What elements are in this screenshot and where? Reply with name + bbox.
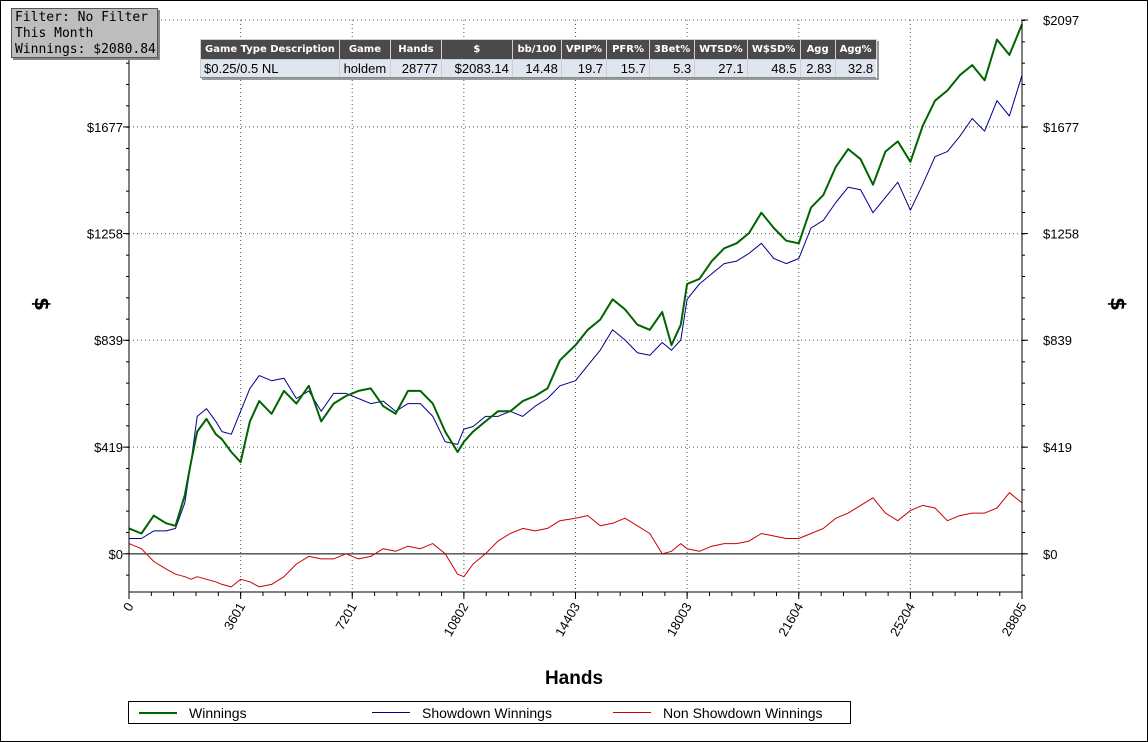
legend-label-winnings: Winnings [189,704,247,721]
col-header-pfr[interactable]: PFR% [606,39,651,60]
legend-item-winnings[interactable]: Winnings [139,702,247,723]
legend-item-nonshowdown[interactable]: Non Showdown Winnings [613,702,823,723]
legend-label-nonshowdown: Non Showdown Winnings [663,704,823,721]
cell-hands: 28777 [389,59,442,78]
period-label: This Month [15,26,94,41]
y-tick-label-left: $0 [109,547,123,562]
y-tick-label-right: $1258 [1043,227,1079,242]
x-axis-title: Hands [545,668,603,689]
y-tick-label-right: $1677 [1043,120,1079,135]
filter-info-box: Filter: No Filter This Month Winnings: $… [11,8,158,58]
col-header-dollars[interactable]: $ [440,39,513,60]
x-tick-label: 0 [120,600,137,614]
cell-vpip: 19.7 [560,59,607,78]
x-tick-label: 14403 [552,600,583,639]
filter-label: Filter: No Filter [15,10,149,25]
winnings-label: Winnings: $2080.84 [15,42,156,57]
series-line-showdown [129,75,1023,539]
x-tick-label: 3601 [221,600,248,633]
y-tick-label-left: $1677 [87,120,123,135]
y-axis-title-left: $ [30,297,54,311]
y-tick-label-right: $0 [1043,547,1057,562]
cell-pfr: 15.7 [606,59,650,78]
cell-bb100: 14.48 [511,59,562,78]
cell-dollars: $2083.14 [440,59,513,78]
col-header-vpip[interactable]: VPIP% [560,39,608,60]
y-axis-title-right: $ [1106,297,1130,311]
stats-table: Game Type Description Game Hands $ bb/10… [200,39,877,78]
y-tick-label-right: $839 [1043,333,1072,348]
y-tick-label-left: $419 [94,440,123,455]
cell-agg: 2.83 [799,59,836,78]
x-tick-label: 28805 [999,600,1030,639]
x-tick-label: 21604 [775,600,806,639]
stats-header-row: Game Type Description Game Hands $ bb/10… [200,39,877,60]
col-header-hands[interactable]: Hands [389,39,442,60]
col-header-bb100[interactable]: bb/100 [511,39,562,60]
y-tick-label-left: $839 [94,333,123,348]
chart-legend: Winnings Showdown Winnings Non Showdown … [128,701,851,724]
col-header-wsd[interactable]: W$SD% [746,39,801,60]
cell-3bet: 5.3 [649,59,695,78]
legend-swatch-nonshowdown [613,712,651,713]
stats-data-row[interactable]: $0.25/0.5 NL holdem 28777 $2083.14 14.48… [200,59,877,78]
axes: $0 $0 $419 $419 $839 $839 $1258 $1258 $1677 $1677… [87,13,1079,639]
series-line-nonshowdown [128,492,1023,588]
col-header-agg-pct[interactable]: Agg% [834,39,877,60]
col-header-game-type[interactable]: Game Type Description [200,39,340,60]
x-tick-label: 10802 [440,600,471,639]
series-line-winnings [128,23,1023,535]
legend-item-showdown[interactable]: Showdown Winnings [372,702,552,723]
series-lines [128,23,1023,588]
y-tick-label-right: $419 [1043,440,1072,455]
col-header-game[interactable]: Game [338,39,391,60]
cell-wsd: 48.5 [746,59,801,78]
col-header-wtsd[interactable]: WTSD% [694,39,748,60]
y-tick-label-right: $2097 [1043,13,1079,28]
grid [128,19,1023,592]
cell-agg-pct: 32.8 [834,59,877,78]
x-tick-label: 18003 [664,600,695,639]
cell-wtsd: 27.1 [694,59,748,78]
x-tick-label: 7201 [332,600,359,633]
col-header-3bet[interactable]: 3Bet% [649,39,696,60]
legend-swatch-showdown [372,712,410,713]
legend-label-showdown: Showdown Winnings [422,704,552,721]
cell-game: holdem [338,59,391,78]
cell-game-type: $0.25/0.5 NL [200,59,340,78]
legend-swatch-winnings [139,711,177,714]
y-tick-label-left: $1258 [87,227,123,242]
x-tick-label: 25204 [887,600,918,639]
col-header-agg[interactable]: Agg [799,39,836,60]
